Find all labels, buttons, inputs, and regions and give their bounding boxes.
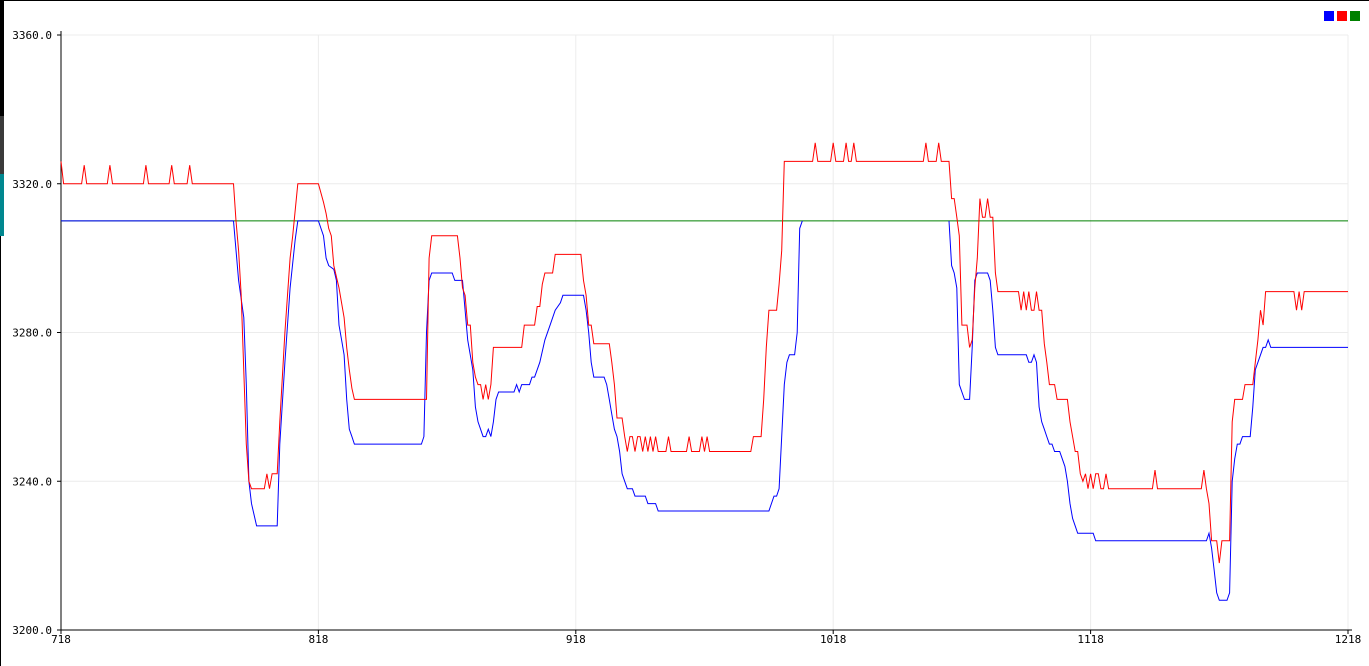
y-tick-label: 3280.0 [12,327,52,340]
grid-lines [60,34,1349,631]
x-tick-label: 818 [308,633,328,646]
edge-dark-segment [0,0,4,116]
red-swatch[interactable] [1337,11,1347,21]
series-red-line [60,142,1348,564]
x-tick-label: 1218 [1335,633,1362,646]
x-tick-label: 918 [566,633,586,646]
edge-gray-segment [0,116,4,174]
axes [60,31,1352,631]
x-tick-label: 1018 [820,633,847,646]
legend [1324,11,1360,21]
y-tick-label: 3360.0 [12,29,52,42]
y-tick-label: 3200.0 [12,624,52,637]
series-lines [60,142,1348,601]
series-blue-line-tail [948,220,1348,601]
y-tick-label: 3320.0 [12,178,52,191]
window-edge-strip [0,0,4,666]
edge-teal-segment [0,174,4,236]
x-axis-ticks: 718 818 918 1018 1118 1218 [51,630,1361,646]
y-axis-ticks: 3200.0 3240.0 3280.0 3320.0 3360.0 [12,29,61,637]
blue-swatch[interactable] [1324,11,1334,21]
series-blue-line [233,220,803,527]
y-tick-label: 3240.0 [12,475,52,488]
x-tick-label: 718 [51,633,71,646]
x-tick-label: 1118 [1077,633,1104,646]
green-swatch[interactable] [1350,11,1360,21]
